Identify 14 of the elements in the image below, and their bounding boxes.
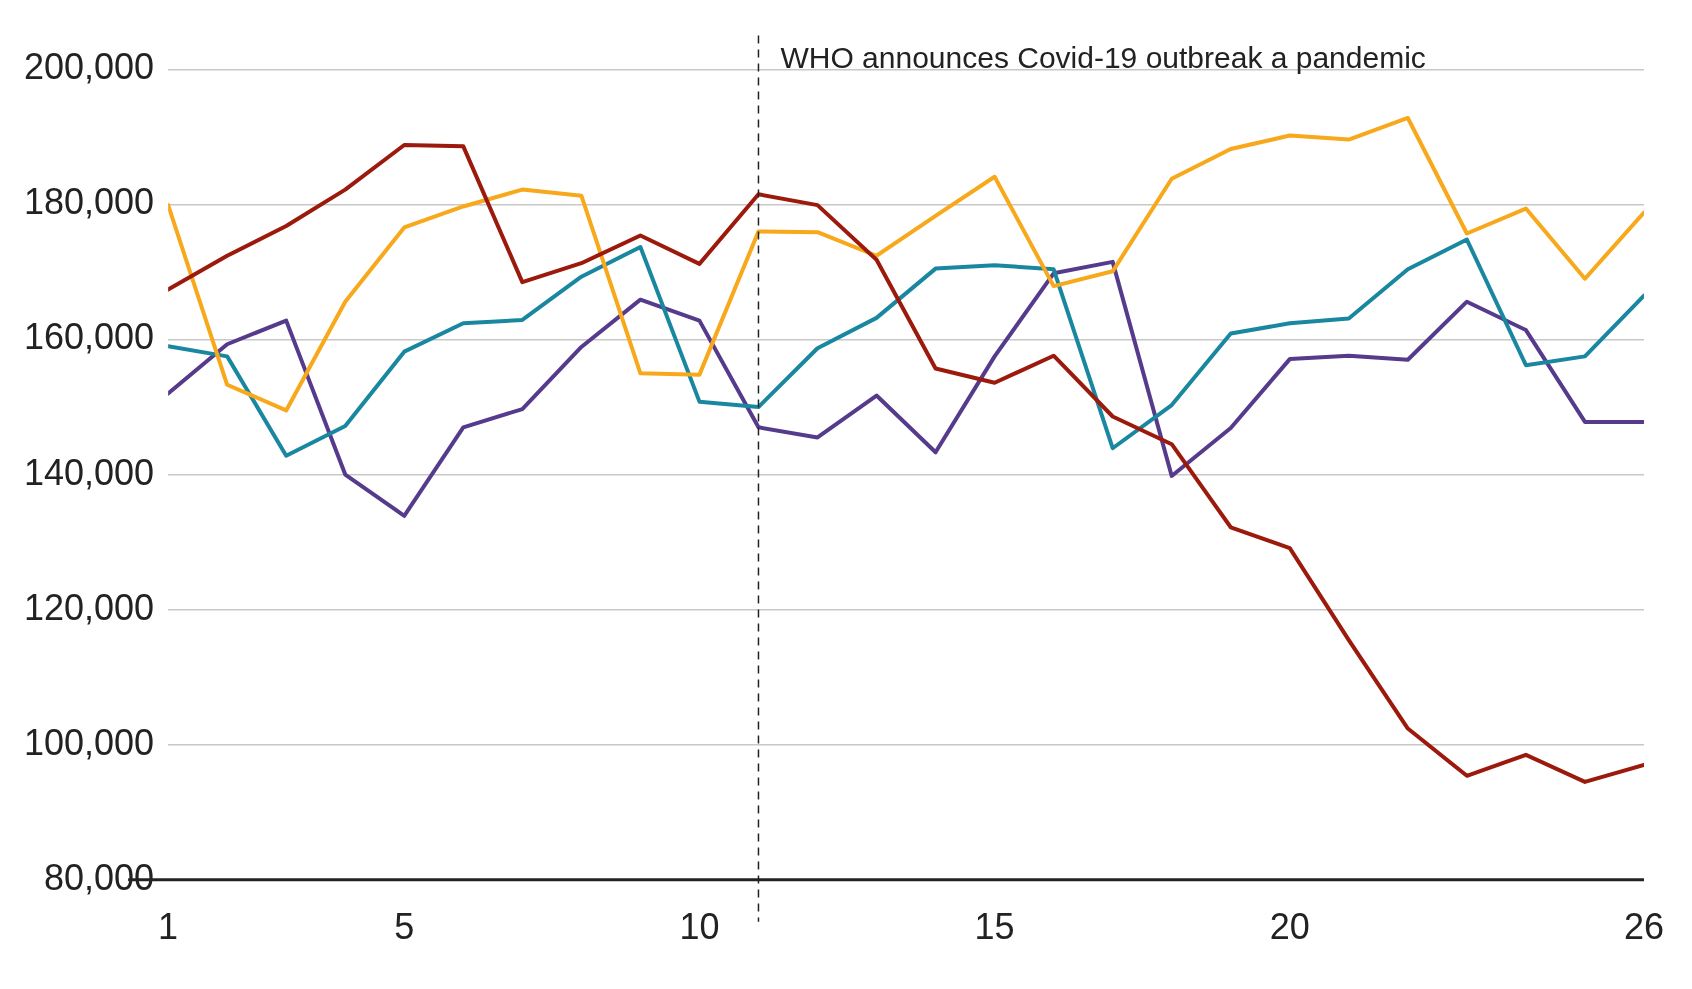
- x-tick-label: 26: [1623, 906, 1664, 948]
- x-tick-label: 15: [974, 906, 1015, 948]
- y-tick-label: 100,000: [23, 721, 155, 763]
- y-tick-label: 80,000: [44, 856, 155, 898]
- y-tick-label: 160,000: [23, 316, 155, 358]
- y-tick-label: 140,000: [23, 451, 155, 493]
- y-tick-label: 200,000: [23, 46, 155, 88]
- x-tick-label: 10: [679, 906, 720, 948]
- x-tick-label: 1: [158, 906, 179, 948]
- x-tick-label: 20: [1269, 906, 1310, 948]
- y-tick-label: 180,000: [23, 181, 155, 223]
- y-tick-label: 120,000: [23, 586, 155, 628]
- ref-line-label: WHO announces Covid-19 outbreak a pandemic: [780, 40, 1426, 74]
- x-tick-label: 5: [394, 906, 415, 948]
